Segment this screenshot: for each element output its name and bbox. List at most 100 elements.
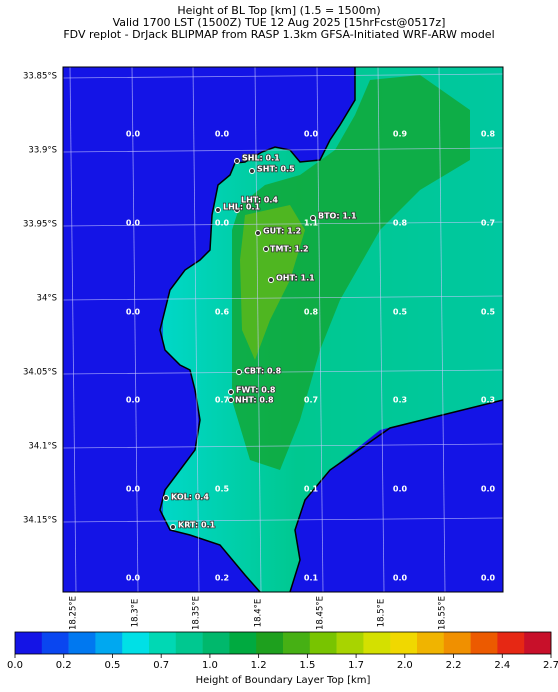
colorbar-tick-label: 2.0 bbox=[397, 660, 413, 671]
grid-value: 0.8 bbox=[481, 130, 496, 139]
grid-value: 0.7 bbox=[215, 396, 229, 405]
station-label: FWT: 0.8 bbox=[236, 386, 276, 395]
lon-label: 18.55°E bbox=[438, 596, 448, 630]
grid-value: 0.8 bbox=[304, 308, 319, 317]
graticule bbox=[63, 67, 503, 592]
station-label: OHT: 1.1 bbox=[276, 274, 315, 283]
grid-value: 0.0 bbox=[215, 219, 230, 228]
colorbar-segment bbox=[149, 632, 177, 654]
grid-line bbox=[377, 67, 385, 592]
colorbar-tick-label: 2.4 bbox=[494, 660, 510, 671]
lat-label: 33.9°S bbox=[28, 146, 57, 156]
grid-line bbox=[63, 369, 503, 375]
colorbar-tick-label: 1.5 bbox=[299, 660, 315, 671]
colorbar-tick-label: 0.7 bbox=[153, 660, 169, 671]
station-label: CBT: 0.8 bbox=[244, 367, 282, 376]
grid-value: 0.0 bbox=[126, 485, 141, 494]
grid-line bbox=[69, 67, 77, 592]
colorbar-segment bbox=[309, 632, 337, 654]
station-dot bbox=[236, 369, 242, 375]
station-label: BTO: 1.1 bbox=[318, 212, 357, 221]
colorbar-frame bbox=[14, 631, 552, 655]
lon-label: 18.5°E bbox=[377, 599, 387, 628]
grid-value: 1.1 bbox=[304, 219, 319, 228]
grid-line bbox=[131, 67, 139, 592]
grid-value: 0.0 bbox=[481, 574, 496, 583]
title: Height of BL Top [km] (1.5 = 1500m) Vali… bbox=[63, 4, 494, 41]
grid-value: 0.0 bbox=[126, 219, 141, 228]
colorbar-tick-label: 2.7 bbox=[543, 660, 558, 671]
grid-value: 0.3 bbox=[481, 396, 495, 405]
grid-value: 0.0 bbox=[481, 485, 496, 494]
grid-value: 0.2 bbox=[215, 574, 229, 583]
station-dot bbox=[249, 168, 255, 174]
grid-value: 0.5 bbox=[393, 308, 408, 317]
grid-line bbox=[63, 147, 503, 153]
lon-label: 18.45°E bbox=[316, 596, 326, 630]
sea-west bbox=[63, 67, 163, 592]
station-label: NHT: 0.8 bbox=[235, 396, 274, 405]
colorbar-segment bbox=[229, 632, 257, 654]
land-east bbox=[160, 67, 503, 592]
colorbar-tick-label: 1.0 bbox=[202, 660, 218, 671]
map-frame bbox=[62, 66, 504, 593]
colorbar-segment bbox=[363, 632, 391, 654]
grid-line bbox=[254, 67, 262, 592]
grid-value: 0.0 bbox=[393, 574, 408, 583]
colorbar-segment bbox=[68, 632, 96, 654]
grid-value: 0.3 bbox=[393, 396, 407, 405]
lon-label: 18.35°E bbox=[192, 596, 202, 630]
station-dot bbox=[215, 207, 221, 213]
coastline bbox=[159, 67, 356, 592]
colorbar-segment bbox=[443, 632, 471, 654]
colorbar-segment bbox=[95, 632, 123, 654]
station-dot bbox=[170, 524, 176, 530]
station-dot bbox=[234, 207, 240, 213]
colorbar-tick-label: 0.0 bbox=[7, 660, 23, 671]
colorbar-segment bbox=[175, 632, 203, 654]
station-dot bbox=[263, 246, 269, 252]
colorbar-segment bbox=[15, 632, 43, 654]
lat-label: 34°S bbox=[37, 294, 57, 304]
coastline bbox=[289, 399, 503, 592]
colorbar-segment bbox=[417, 632, 445, 654]
grid-value: 0.1 bbox=[304, 574, 319, 583]
lat-label: 34.05°S bbox=[23, 368, 57, 378]
grid-line bbox=[63, 221, 503, 227]
lat-label: 33.95°S bbox=[23, 220, 57, 230]
station-dot bbox=[228, 397, 234, 403]
grid-value: 0.5 bbox=[215, 485, 230, 494]
station-label: KRT: 0.1 bbox=[178, 521, 216, 530]
colorbar-segment bbox=[256, 632, 284, 654]
title-line: FDV replot - DrJack BLIPMAP from RASP 1.… bbox=[63, 28, 494, 41]
colorbar-segment bbox=[41, 632, 69, 654]
colorbar-segment bbox=[202, 632, 230, 654]
station-dot bbox=[268, 277, 274, 283]
station-label: SHT: 0.5 bbox=[257, 165, 295, 174]
station-dot bbox=[310, 215, 316, 221]
grid-value: 0.0 bbox=[126, 308, 141, 317]
station-label: SHL: 0.1 bbox=[242, 154, 280, 163]
colorbar-tick-label: 0.5 bbox=[105, 660, 121, 671]
lon-label: 18.4°E bbox=[254, 599, 264, 628]
station-label: LHT: 0.4 bbox=[241, 196, 278, 205]
grid-value: 0.0 bbox=[215, 130, 230, 139]
grid-value: 0.7 bbox=[481, 219, 495, 228]
overlay: 0.0 0.0 0.0 0.9 0.8 0.0 0.0 1.1 0.8 0.7 0.0 0.6 0.8 0… bbox=[126, 130, 496, 583]
colorbar-tick-label: 2.2 bbox=[446, 660, 462, 671]
title-line: Valid 1700 LST (1500Z) TUE 12 Aug 2025 [… bbox=[113, 16, 446, 29]
lon-label: 18.25°E bbox=[69, 596, 79, 630]
colorbar-segment bbox=[390, 632, 418, 654]
grid-line bbox=[438, 67, 446, 592]
lon-label: 18.3°E bbox=[131, 599, 141, 628]
title-line: Height of BL Top [km] (1.5 = 1500m) bbox=[177, 4, 380, 17]
grid-line bbox=[63, 517, 503, 523]
colorbar-segment bbox=[497, 632, 525, 654]
colorbar-tick-label: 0.2 bbox=[56, 660, 72, 671]
colorbar-segment bbox=[122, 632, 150, 654]
station-label: GUT: 1.2 bbox=[263, 227, 301, 236]
grid-value: 0.7 bbox=[304, 396, 318, 405]
grid-value: 0.0 bbox=[126, 396, 141, 405]
colorbar-segment bbox=[524, 632, 552, 654]
